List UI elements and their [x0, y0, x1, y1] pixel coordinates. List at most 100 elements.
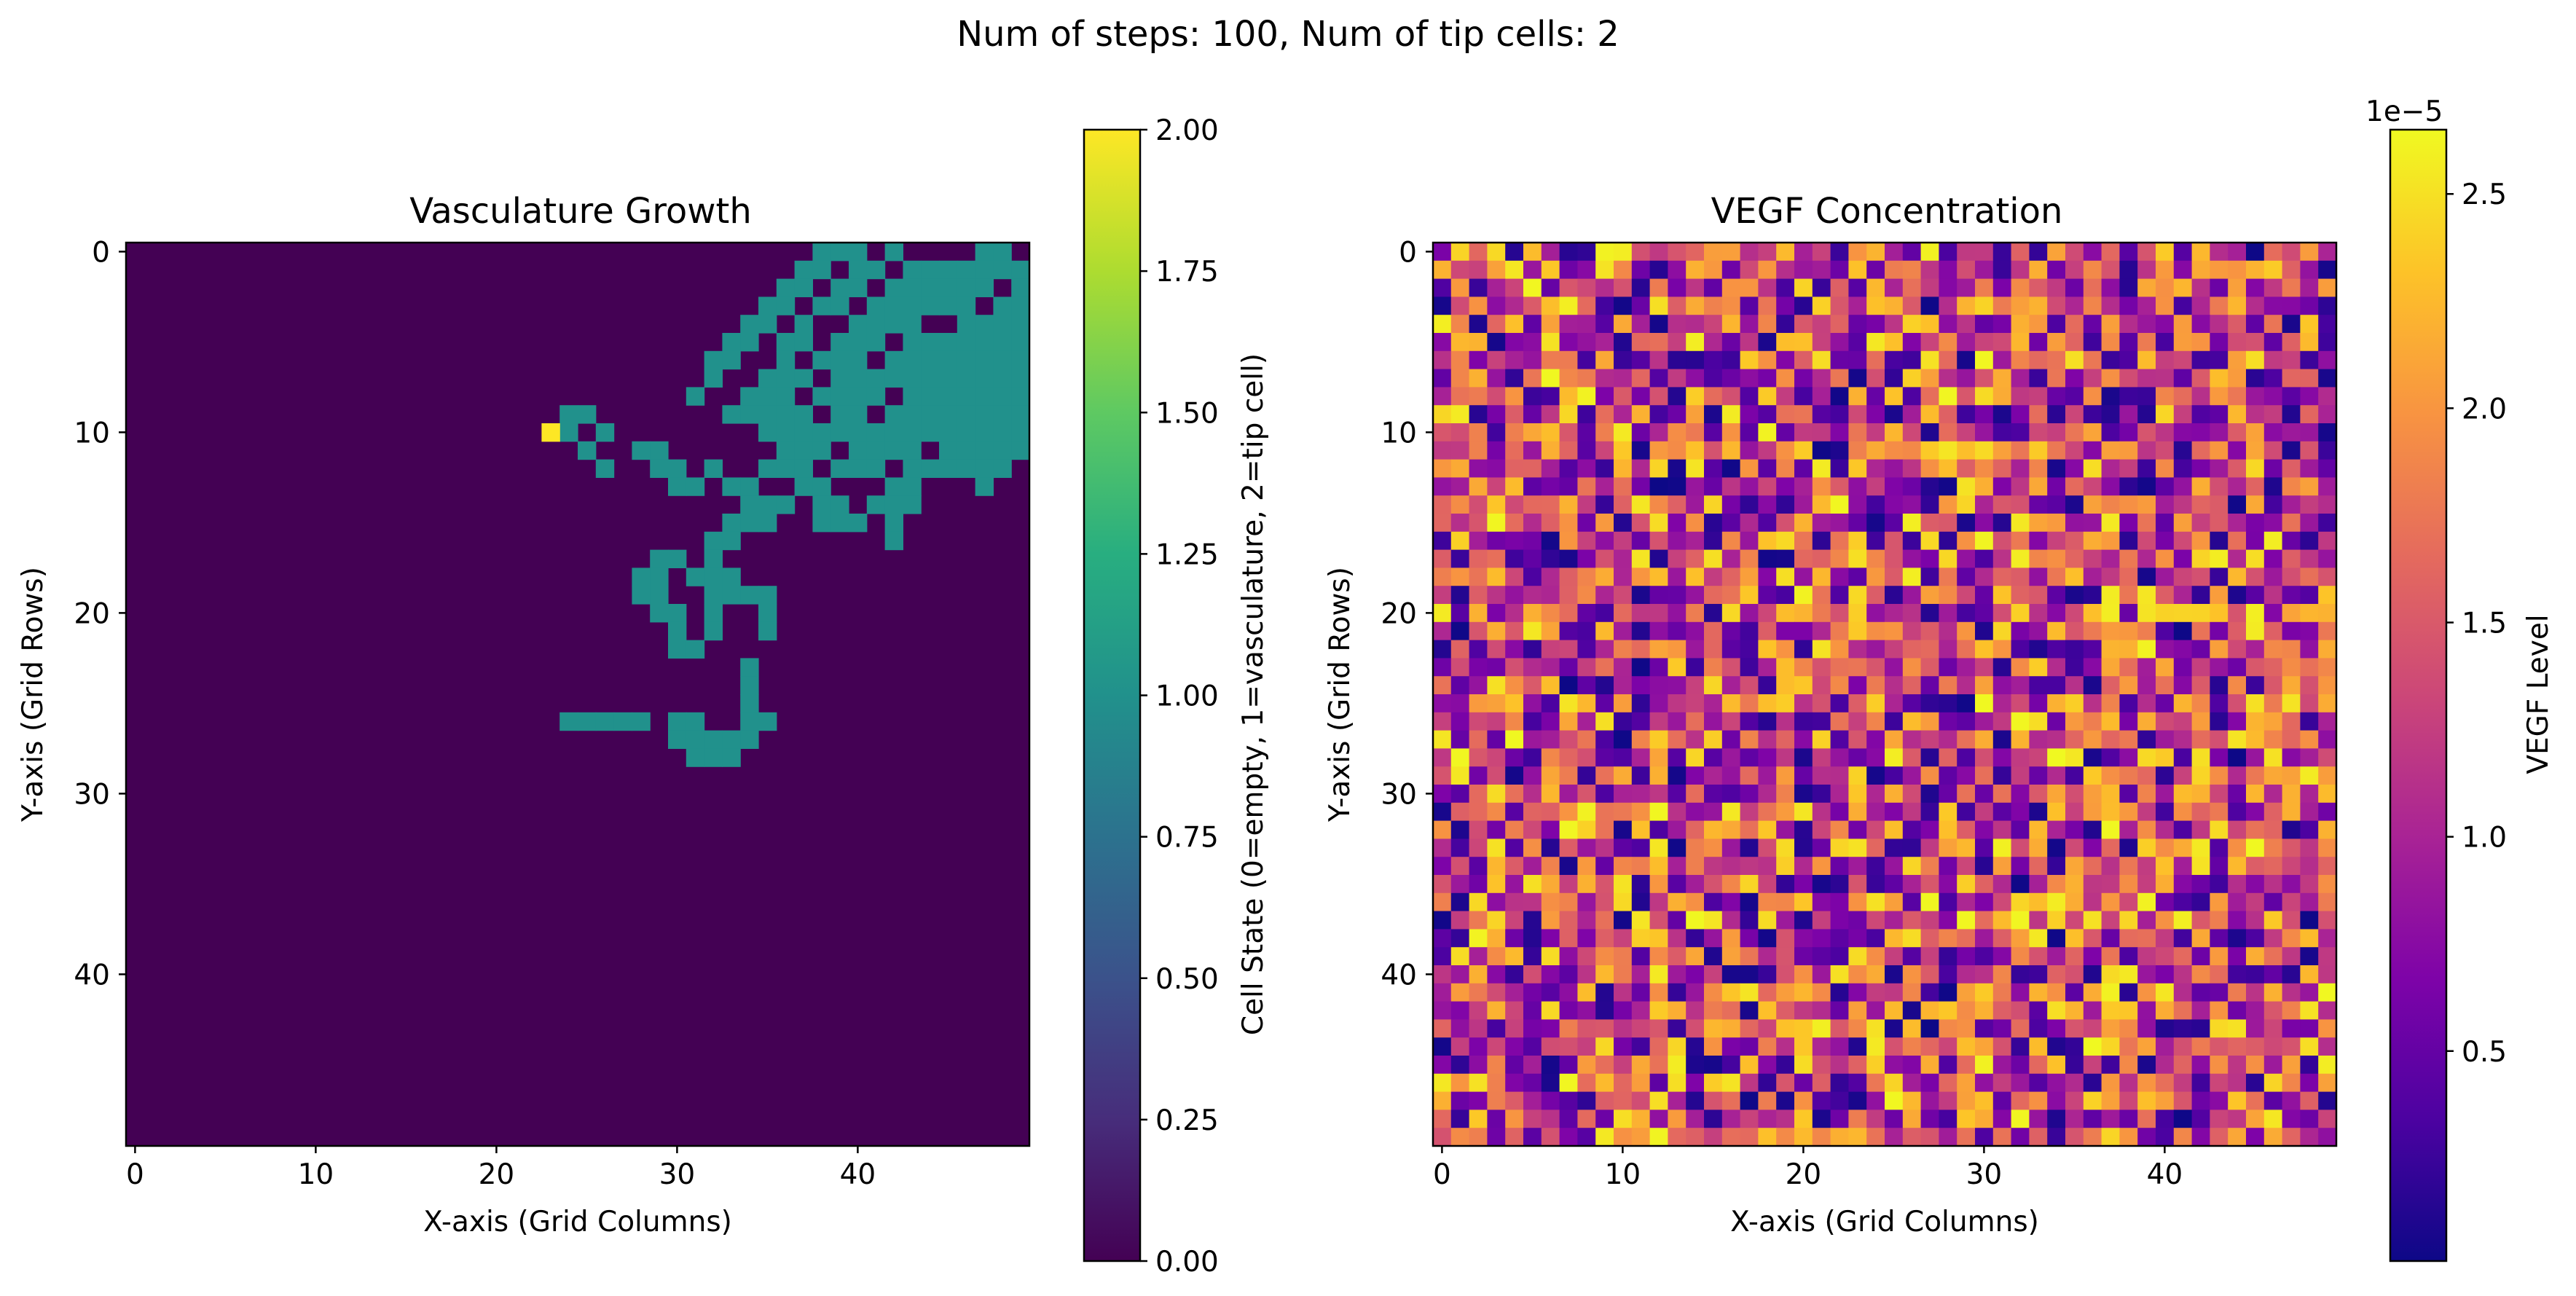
vegf-cell: [2173, 296, 2193, 315]
vegf-cell: [2156, 260, 2175, 280]
vegf-cell: [2210, 892, 2229, 912]
vegf-cell: [2137, 892, 2156, 912]
vasculature-cell: [722, 531, 741, 551]
vegf-cell: [1992, 748, 2012, 767]
vegf-cell: [2137, 694, 2156, 713]
vegf-cell: [1595, 459, 1614, 478]
vegf-cell: [1992, 947, 2012, 966]
vegf-cell: [2191, 694, 2210, 713]
vegf-cell: [2246, 965, 2265, 984]
vegf-cell: [2173, 350, 2193, 370]
vegf-cell: [2318, 387, 2337, 406]
vegf-cell: [2029, 748, 2048, 767]
vegf-cell: [1776, 243, 1795, 262]
vegf-cell: [2011, 1110, 2030, 1128]
vegf-cell: [1758, 1001, 1777, 1020]
vegf-cell: [2282, 296, 2301, 315]
vegf-cell: [2173, 839, 2193, 857]
vasculature-cell: [939, 260, 958, 280]
vasculature-cell: [975, 423, 994, 442]
vegf-cell: [1721, 531, 1741, 551]
vegf-cell: [2137, 260, 2156, 280]
vegf-cell: [1848, 1110, 1867, 1128]
vegf-cell: [1920, 820, 1939, 839]
vegf-cell: [1992, 423, 2012, 442]
vegf-cell: [1721, 477, 1741, 496]
vegf-cell: [1920, 315, 1939, 334]
vegf-cell: [1559, 621, 1578, 641]
vegf-cell: [1902, 983, 1922, 1002]
vegf-cell: [2191, 1073, 2210, 1093]
vegf-cell: [1595, 820, 1614, 839]
vegf-cell: [1559, 947, 1578, 966]
vegf-cell: [1450, 621, 1470, 641]
vegf-cell: [1776, 333, 1795, 352]
vegf-cell: [1902, 1128, 1922, 1147]
vasculature-cell: [830, 387, 849, 406]
vasculature-cell: [866, 315, 886, 334]
vegf-cell: [2210, 983, 2229, 1002]
vasculature-cell: [794, 260, 813, 280]
vegf-cell: [1505, 586, 1524, 605]
vegf-cell: [2263, 929, 2283, 948]
vegf-cell: [2228, 621, 2247, 641]
vegf-cell: [1649, 1001, 1668, 1020]
vegf-cell: [2246, 911, 2265, 930]
vegf-cell: [1450, 947, 1470, 966]
vegf-cell: [1631, 965, 1651, 984]
vegf-cell: [2210, 1110, 2229, 1128]
vasculature-cell: [866, 459, 886, 478]
vegf-cell: [1794, 640, 1813, 659]
vegf-cell: [1939, 1091, 1957, 1110]
vegf-cell: [1487, 748, 1506, 767]
vegf-cell: [1866, 730, 1885, 749]
vegf-cell: [1812, 1110, 1831, 1128]
vegf-cell: [2210, 278, 2229, 297]
vegf-cell: [2029, 568, 2048, 586]
vegf-cell: [1433, 514, 1452, 533]
vegf-cell: [1957, 621, 1976, 641]
vegf-cell: [1523, 1110, 1542, 1128]
vegf-cell: [2318, 983, 2337, 1002]
vegf-cell: [2173, 875, 2193, 894]
vegf-cell: [1794, 621, 1813, 641]
vegf-cell: [1939, 621, 1957, 641]
vegf-cell: [1794, 892, 1813, 912]
vegf-cell: [1487, 658, 1506, 677]
vegf-cell: [1595, 947, 1614, 966]
vegf-cell: [2029, 586, 2048, 605]
vegf-cell: [2011, 350, 2030, 370]
vegf-cell: [1758, 730, 1777, 749]
vegf-cell: [1704, 441, 1723, 460]
vegf-cell: [1939, 892, 1957, 912]
vegf-cell: [1577, 568, 1596, 586]
vegf-cell: [2011, 441, 2030, 460]
vegf-cell: [2029, 514, 2048, 533]
vegf-cell: [1595, 243, 1614, 262]
vegf-cell: [1433, 658, 1452, 677]
vegf-cell: [2137, 820, 2156, 839]
vegf-cell: [2101, 839, 2120, 857]
vegf-cell: [1450, 278, 1470, 297]
vegf-cell: [1649, 1128, 1668, 1147]
vegf-cell: [2300, 549, 2319, 568]
vasculature-cell: [668, 712, 687, 731]
vegf-cell: [2210, 965, 2229, 984]
vegf-cell: [2156, 712, 2175, 731]
vegf-cell: [1740, 694, 1759, 713]
vegf-cell: [1721, 929, 1741, 948]
vegf-cell: [1686, 983, 1705, 1002]
vasculature-cell: [830, 296, 849, 315]
vegf-cell: [1848, 278, 1867, 297]
vegf-cell: [1469, 712, 1488, 731]
vegf-cell: [2300, 694, 2319, 713]
vegf-cell: [2083, 260, 2102, 280]
vegf-cell: [1740, 640, 1759, 659]
vegf-cell: [2318, 1091, 2337, 1110]
vegf-cell: [1686, 1073, 1705, 1093]
vegf-cell: [1957, 405, 1976, 424]
vegf-cell: [1902, 875, 1922, 894]
vegf-cell: [1469, 369, 1488, 388]
vegf-cell: [1704, 839, 1723, 857]
vegf-cell: [1830, 441, 1849, 460]
